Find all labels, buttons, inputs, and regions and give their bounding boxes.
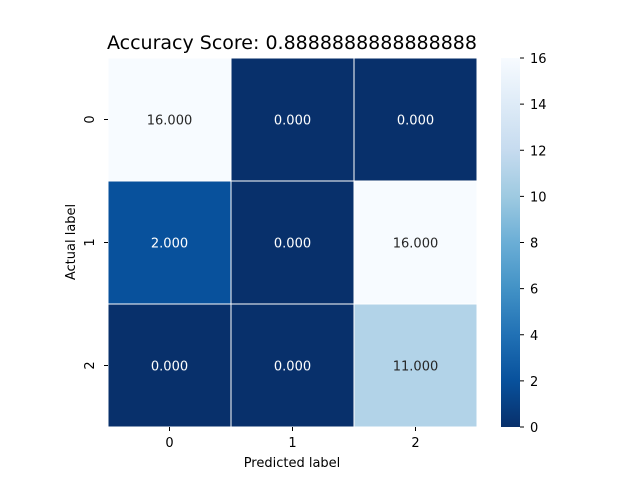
heatmap-cell-1-2 — [353, 180, 478, 305]
heatmap-cell-1-1 — [230, 180, 355, 305]
colorbar-tick-label: 0 — [530, 421, 538, 436]
y-tick-label: 1 — [83, 238, 98, 246]
y-tick-label: 2 — [83, 361, 98, 369]
heatmap-cell-1-0 — [107, 180, 232, 305]
x-axis-label: Predicted label — [244, 456, 341, 471]
cell-label-0-2: 0.000 — [397, 114, 434, 129]
cell-label-1-1: 0.000 — [274, 237, 311, 252]
cell-label-2-1: 0.000 — [274, 360, 311, 375]
colorbar-tick-label: 4 — [530, 329, 538, 344]
y-axis-label: Actual label — [64, 204, 79, 280]
colorbar-ticks: 0 2 4 6 8 10 12 14 16 — [520, 52, 547, 436]
colorbar-tick-label: 8 — [530, 237, 538, 252]
cell-label-1-0: 2.000 — [151, 237, 188, 252]
colorbar-tick-label: 12 — [530, 144, 547, 159]
x-tick-label: 2 — [411, 436, 419, 451]
heatmap-cell-labels: 16.000 0.000 0.000 2.000 0.000 16.000 0.000 0.0… — [147, 114, 439, 375]
colorbar — [501, 58, 520, 427]
y-axis: 0 1 2 — [83, 115, 108, 370]
x-tick-label: 0 — [165, 436, 173, 451]
cell-label-0-0: 16.000 — [147, 114, 193, 129]
x-tick-label: 1 — [288, 436, 296, 451]
heatmap-cell-0-1 — [230, 57, 355, 182]
heatmap-cell-0-2 — [353, 57, 478, 182]
cell-label-0-1: 0.000 — [274, 114, 311, 129]
colorbar-tick-label: 10 — [530, 190, 547, 205]
colorbar-tick-label: 14 — [530, 98, 547, 113]
cell-label-2-2: 11.000 — [393, 360, 439, 375]
colorbar-tick-label: 2 — [530, 375, 538, 390]
y-tick-label: 0 — [83, 115, 98, 123]
cell-label-1-2: 16.000 — [393, 237, 439, 252]
heatmap-cell-0-0 — [107, 57, 232, 182]
heatmap-cells — [107, 57, 478, 428]
chart-title: Accuracy Score: 0.8888888888888888 — [107, 32, 477, 54]
x-axis: 0 1 2 — [165, 427, 420, 451]
colorbar-tick-label: 6 — [530, 283, 538, 298]
cell-label-2-0: 0.000 — [151, 360, 188, 375]
heatmap-cell-2-1 — [230, 303, 355, 428]
colorbar-tick-label: 16 — [530, 52, 547, 67]
